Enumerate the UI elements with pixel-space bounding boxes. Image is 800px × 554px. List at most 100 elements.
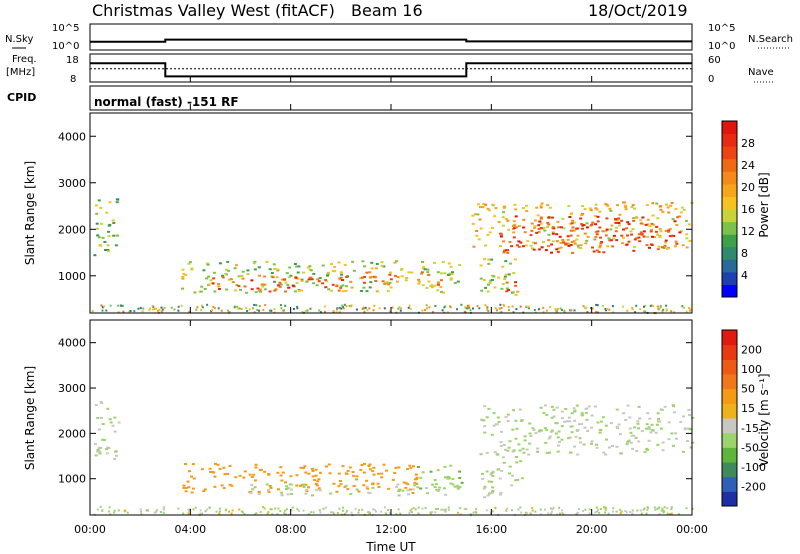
colorbar-tick-label: 200: [741, 344, 762, 357]
velocity-cell: [267, 511, 270, 514]
velocity-cell: [407, 493, 410, 496]
power-cell: [409, 307, 412, 310]
velocity-cell: [550, 405, 554, 408]
velocity-cell: [100, 416, 103, 419]
power-cell: [395, 260, 399, 263]
velocity-cell: [406, 489, 410, 492]
nave-tick-bottom: 0: [708, 74, 714, 85]
power-cell: [363, 265, 367, 268]
velocity-cell: [646, 509, 649, 512]
power-cell: [494, 207, 498, 210]
y-tick-label: 4000: [58, 130, 86, 143]
power-cell: [370, 267, 374, 270]
velocity-cell: [351, 471, 355, 473]
velocity-cell: [617, 423, 621, 426]
velocity-cell: [512, 449, 516, 452]
velocity-cell: [218, 507, 221, 510]
velocity-cell: [682, 415, 686, 418]
velocity-cell: [545, 428, 549, 431]
power-cell: [306, 266, 310, 269]
velocity-cell: [187, 508, 190, 511]
power-cell: [503, 249, 506, 252]
power-cell: [547, 216, 551, 219]
velocity-cell: [276, 513, 279, 516]
velocity-cell: [399, 512, 402, 515]
power-cell: [218, 288, 221, 290]
velocity-cell: [639, 509, 642, 512]
velocity-cell: [325, 465, 328, 468]
velocity-colorbar-label: Velocity [m s⁻¹]: [757, 373, 771, 466]
velocity-cell: [311, 494, 314, 497]
power-cell: [482, 279, 486, 281]
velocity-cell: [408, 488, 412, 491]
power-cell: [623, 204, 627, 207]
power-cell: [684, 219, 688, 222]
nsky-series-line: [90, 38, 692, 43]
velocity-cell: [277, 507, 280, 510]
power-cell: [160, 310, 163, 313]
plot-title: Christmas Valley West (fitACF): [92, 1, 335, 20]
power-cell: [655, 233, 659, 236]
velocity-cell: [691, 441, 695, 444]
power-cell: [646, 218, 650, 221]
velocity-cell: [259, 511, 262, 514]
velocity-cell: [401, 489, 405, 492]
power-cell: [316, 278, 320, 281]
velocity-cell: [295, 484, 299, 487]
velocity-cell: [666, 512, 669, 515]
power-cell: [604, 230, 608, 233]
power-cell: [513, 258, 517, 261]
power-cell: [661, 310, 664, 313]
power-cell: [181, 287, 184, 290]
velocity-cell: [615, 425, 619, 428]
nave-tick-top: 60: [708, 55, 721, 66]
velocity-cell: [140, 513, 143, 516]
velocity-cell: [215, 510, 218, 513]
velocity-cell: [573, 409, 577, 412]
power-cell: [552, 227, 556, 230]
power-cell: [570, 241, 574, 244]
power-cell: [685, 246, 689, 249]
power-cell: [494, 307, 497, 310]
velocity-cell: [276, 471, 280, 474]
velocity-cell: [657, 417, 661, 420]
power-cell: [258, 289, 262, 292]
power-cell: [556, 220, 560, 223]
power-cell: [605, 309, 608, 312]
velocity-cell: [243, 470, 247, 473]
power-cell: [580, 214, 584, 217]
power-cell: [598, 244, 602, 247]
power-cell: [519, 305, 522, 308]
velocity-cell: [517, 443, 521, 446]
velocity-cell: [387, 509, 389, 511]
power-cell: [537, 224, 541, 227]
power-cell: [670, 202, 674, 204]
power-cell: [487, 310, 490, 312]
power-cell: [659, 230, 663, 233]
velocity-cell: [295, 474, 299, 477]
power-cell: [476, 203, 480, 206]
power-cell: [662, 308, 665, 311]
velocity-cell: [549, 430, 553, 433]
power-cell: [200, 309, 203, 311]
power-cell: [493, 215, 497, 218]
power-cell: [472, 307, 474, 310]
y-tick-label: 2000: [58, 427, 86, 440]
velocity-cell: [352, 474, 356, 477]
velocity-cell: [254, 466, 258, 469]
power-cell: [501, 216, 505, 219]
power-cell: [656, 217, 660, 220]
power-cell: [107, 235, 111, 238]
power-cell: [93, 254, 97, 257]
x-axis-title: Time UT: [365, 540, 416, 554]
velocity-cell: [482, 487, 486, 490]
power-cell: [599, 242, 603, 245]
velocity-cell: [199, 512, 202, 515]
power-cell: [229, 278, 233, 281]
power-cell: [360, 276, 364, 279]
power-cell: [233, 306, 236, 309]
power-cell: [635, 216, 639, 219]
power-cell: [581, 224, 585, 227]
